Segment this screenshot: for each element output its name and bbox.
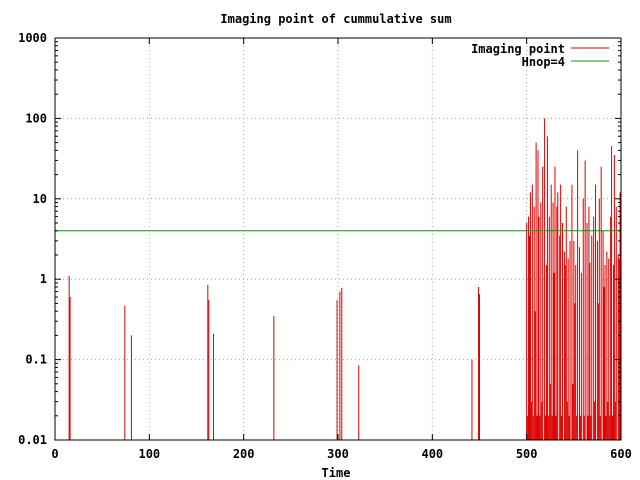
x-tick-label: 600 (610, 447, 632, 461)
x-axis-label: Time (322, 466, 351, 480)
chart-title: Imaging point of cummulative sum (220, 12, 451, 26)
x-tick-label: 0 (51, 447, 58, 461)
x-tick-label: 100 (138, 447, 160, 461)
plot-frame (54, 37, 622, 441)
y-tick-label: 1 (40, 272, 47, 286)
series-layer (55, 118, 621, 440)
tick-layer: 0 100 200 300 400 500 600 0.01 0.1 1 10 100 1000 (18, 31, 632, 461)
legend-label-imaging-point: Imaging point (471, 42, 565, 56)
x-tick-label: 400 (421, 447, 443, 461)
y-tick-label: 100 (25, 111, 47, 125)
x-tick-label: 300 (327, 447, 349, 461)
x-tick-label: 200 (233, 447, 255, 461)
legend: Imaging point Hnop=4 (471, 42, 609, 69)
y-tick-label: 1000 (18, 31, 47, 45)
legend-label-hnop: Hnop=4 (522, 55, 565, 69)
y-tick-label: 0.1 (25, 353, 47, 367)
y-tick-label: 0.01 (18, 433, 47, 447)
x-tick-label: 500 (516, 447, 538, 461)
y-tick-label: 10 (33, 192, 47, 206)
